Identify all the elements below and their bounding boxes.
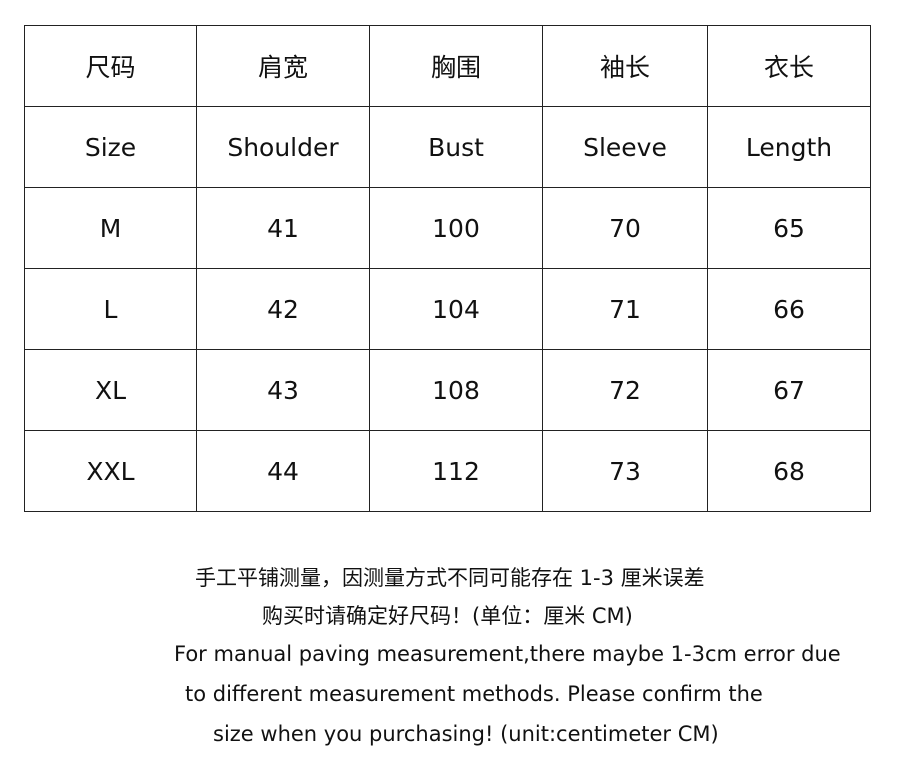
- note-en-line3: size when you purchasing! (unit:centimet…: [213, 722, 719, 746]
- table-cell: 68: [707, 430, 871, 512]
- table-cell: 衣长: [707, 25, 871, 107]
- table-cell: 100: [369, 187, 543, 269]
- table-cell: 72: [542, 349, 708, 431]
- note-cn-line2: 购买时请确定好尺码！(单位：厘米 CM): [262, 604, 633, 628]
- table-cell: 42: [196, 268, 370, 350]
- table-row: M 41 100 70 65: [24, 187, 871, 269]
- table-cell: 104: [369, 268, 543, 350]
- note-en-line2: to different measurement methods. Please…: [185, 682, 763, 706]
- header-row-cn: 尺码 肩宽 胸围 袖长 衣长: [24, 25, 871, 107]
- table-row: L 42 104 71 66: [24, 268, 871, 350]
- header-row-en: Size Shoulder Bust Sleeve Length: [24, 106, 871, 188]
- table-cell: 44: [196, 430, 370, 512]
- table-cell: 41: [196, 187, 370, 269]
- table-cell: 67: [707, 349, 871, 431]
- table-cell: 尺码: [24, 25, 197, 107]
- table-cell: Shoulder: [196, 106, 370, 188]
- table-cell: 71: [542, 268, 708, 350]
- table-cell: L: [24, 268, 197, 350]
- table-cell: 43: [196, 349, 370, 431]
- note-en-line1: For manual paving measurement,there mayb…: [174, 642, 841, 666]
- table-cell: Bust: [369, 106, 543, 188]
- table-cell: XXL: [24, 430, 197, 512]
- table-cell: Size: [24, 106, 197, 188]
- table-cell: 66: [707, 268, 871, 350]
- note-cn-line1: 手工平铺测量，因测量方式不同可能存在 1-3 厘米误差: [195, 566, 705, 590]
- table-cell: 袖长: [542, 25, 708, 107]
- table-cell: 108: [369, 349, 543, 431]
- table-row: XL 43 108 72 67: [24, 349, 871, 431]
- table-cell: Length: [707, 106, 871, 188]
- table-row: XXL 44 112 73 68: [24, 430, 871, 512]
- size-chart-table: 尺码 肩宽 胸围 袖长 衣长 Size Shoulder Bust Sleeve Length M 4…: [24, 25, 871, 512]
- table-cell: 70: [542, 187, 708, 269]
- table-cell: 肩宽: [196, 25, 370, 107]
- table-cell: 73: [542, 430, 708, 512]
- table-cell: 112: [369, 430, 543, 512]
- table-cell: 65: [707, 187, 871, 269]
- table-cell: M: [24, 187, 197, 269]
- table-cell: Sleeve: [542, 106, 708, 188]
- table-cell: XL: [24, 349, 197, 431]
- table-cell: 胸围: [369, 25, 543, 107]
